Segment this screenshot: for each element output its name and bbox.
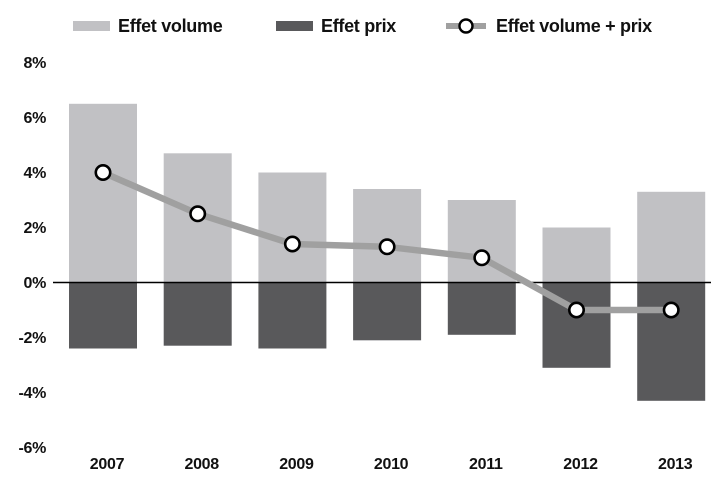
- bar-effet-prix-2009: [258, 282, 327, 349]
- x-tick-label-2011: 2011: [469, 456, 503, 473]
- bar-effet-prix-2013: [637, 282, 706, 401]
- y-tick-label--2: -2%: [18, 330, 46, 347]
- bar-effet-volume-2007: [69, 103, 137, 283]
- marker-2011: [473, 249, 491, 267]
- legend-swatch-effet-prix: [276, 21, 313, 31]
- marker-2012: [567, 301, 585, 319]
- bar-effet-volume-2013: [637, 191, 706, 283]
- marker-2008: [189, 205, 207, 223]
- y-tick-label-6: 6%: [23, 110, 46, 127]
- marker-2007: [94, 164, 112, 182]
- bar-effet-volume-2010: [353, 189, 422, 283]
- bar-effet-prix-2007: [69, 282, 137, 349]
- x-tick-label-2009: 2009: [279, 456, 314, 473]
- marker-2013: [662, 301, 680, 319]
- bar-effet-volume-2012: [542, 227, 611, 283]
- y-tick-label--4: -4%: [18, 385, 46, 402]
- legend-open-circle: [458, 18, 474, 34]
- x-tick-label-2008: 2008: [184, 456, 219, 473]
- legend-label-effet-volume: Effet volume: [118, 15, 223, 36]
- y-tick-label-2: 2%: [23, 220, 46, 237]
- legend-item-effet-volume-prix: Effet volume + prix: [444, 12, 652, 40]
- x-tick-label-2013: 2013: [658, 456, 693, 473]
- y-tick-label-4: 4%: [23, 165, 46, 182]
- y-tick-label--6: -6%: [18, 440, 46, 457]
- legend: Effet volume Effet prix Effet volume + p…: [0, 12, 715, 40]
- bar-effet-prix-2010: [353, 282, 422, 341]
- legend-marker-line-circle-icon: [444, 17, 488, 35]
- legend-swatch-effet-volume: [73, 21, 110, 31]
- y-tick-label-8: 8%: [23, 55, 46, 72]
- legend-label-effet-prix: Effet prix: [321, 15, 397, 36]
- legend-item-effet-volume: Effet volume: [73, 12, 223, 40]
- legend-item-effet-prix: Effet prix: [276, 12, 396, 40]
- x-tick-label-2007: 2007: [90, 456, 125, 473]
- bar-effet-volume-2009: [258, 172, 327, 283]
- marker-2010: [378, 238, 396, 256]
- x-tick-label-2012: 2012: [563, 456, 598, 473]
- bar-effet-prix-2011: [447, 282, 516, 335]
- y-tick-label-0: 0%: [23, 275, 46, 292]
- bar-effet-prix-2008: [163, 282, 232, 346]
- marker-2009: [283, 235, 301, 253]
- legend-label-effet-volume-prix: Effet volume + prix: [496, 15, 652, 36]
- x-tick-label-2010: 2010: [374, 456, 409, 473]
